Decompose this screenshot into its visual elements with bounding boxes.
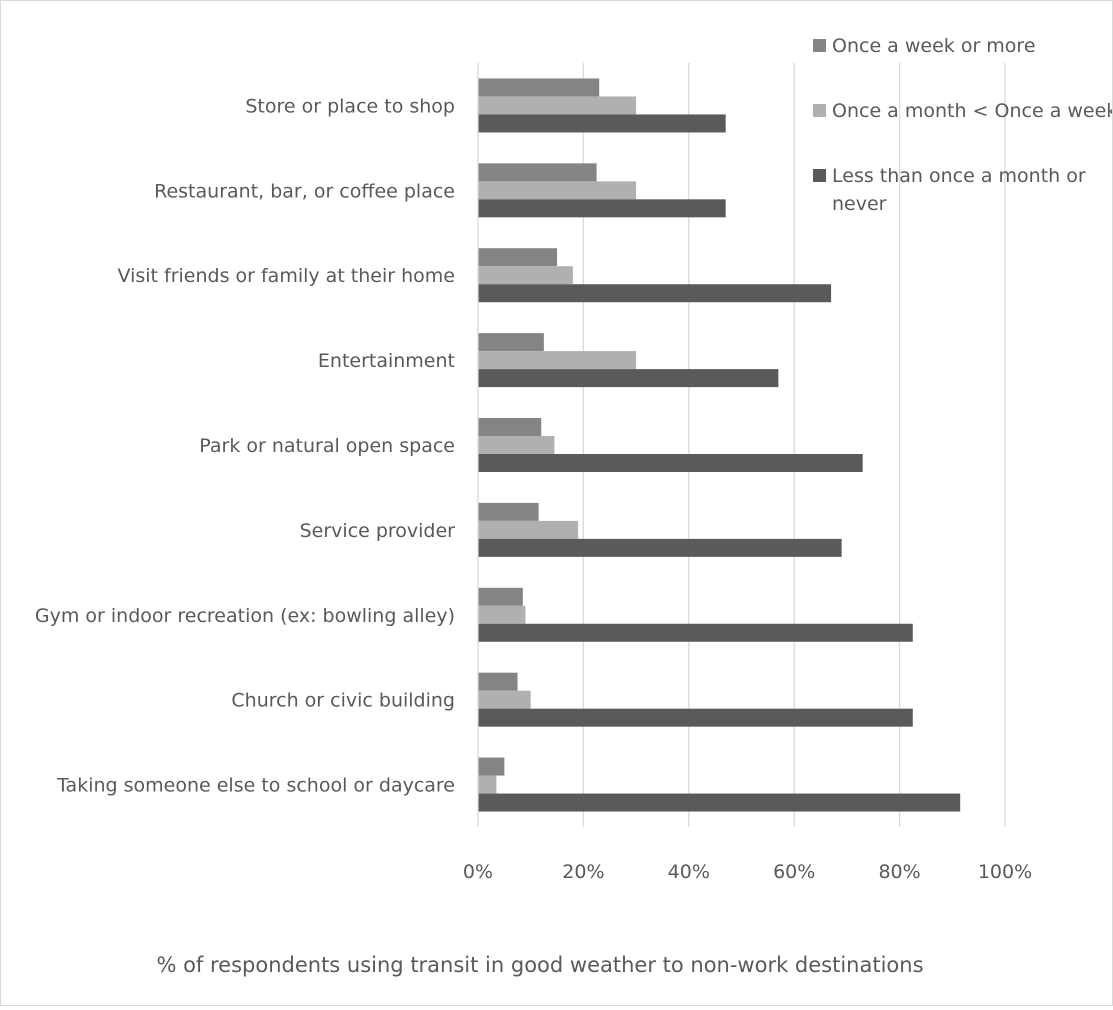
bar xyxy=(478,775,497,794)
legend-label: Once a week or more xyxy=(832,35,1036,57)
x-tick-label: 40% xyxy=(668,861,710,883)
bar xyxy=(478,181,637,200)
x-tick-label: 80% xyxy=(878,861,920,883)
bar xyxy=(478,672,518,691)
legend-label: Once a month < Once a week xyxy=(832,100,1112,122)
x-tick-labels: 0% 20% 40% 60% 80% 100% xyxy=(463,861,1032,883)
bar xyxy=(478,369,779,388)
gridlines xyxy=(582,63,1006,827)
category-label: Park or natural open space xyxy=(199,435,455,457)
category-labels: Store or place to shop Restaurant, bar, o… xyxy=(35,95,455,796)
bar xyxy=(478,266,573,285)
legend-swatch xyxy=(813,104,826,117)
bars xyxy=(478,78,961,812)
bar xyxy=(478,587,523,606)
x-tick-label: 100% xyxy=(978,861,1032,883)
bar xyxy=(478,690,531,709)
x-tick-label: 0% xyxy=(463,861,493,883)
bar xyxy=(478,793,961,812)
bar xyxy=(478,163,597,182)
category-label: Entertainment xyxy=(318,350,455,372)
category-label: Gym or indoor recreation (ex: bowling al… xyxy=(35,605,455,627)
legend-label: never xyxy=(832,193,887,215)
category-label: Service provider xyxy=(300,520,456,542)
bar xyxy=(478,248,558,267)
category-label: Taking someone else to school or daycare xyxy=(56,775,455,797)
bar xyxy=(478,436,555,454)
bar xyxy=(478,708,913,727)
bar xyxy=(478,605,526,624)
bar xyxy=(478,114,726,133)
x-tick-label: 60% xyxy=(773,861,815,883)
bar xyxy=(478,284,832,303)
bar xyxy=(478,502,539,521)
bar xyxy=(478,418,542,436)
bar xyxy=(478,333,544,352)
bar xyxy=(478,454,863,472)
bar xyxy=(478,538,842,557)
bar xyxy=(478,78,600,97)
category-label: Visit friends or family at their home xyxy=(117,265,455,287)
x-axis-title: % of respondents using transit in good w… xyxy=(156,953,923,977)
legend: Once a week or more Once a month < Once a… xyxy=(813,35,1113,215)
bar xyxy=(478,351,637,370)
legend-swatch xyxy=(813,39,826,52)
bar xyxy=(478,520,579,539)
category-label: Store or place to shop xyxy=(245,95,455,117)
legend-swatch xyxy=(813,169,826,182)
category-label: Restaurant, bar, or coffee place xyxy=(154,180,455,202)
x-tick-label: 20% xyxy=(562,861,604,883)
bar xyxy=(478,96,637,115)
bar xyxy=(478,623,913,642)
bar xyxy=(478,757,505,776)
bar xyxy=(478,199,726,218)
category-label: Church or civic building xyxy=(231,690,455,712)
legend-label: Less than once a month or xyxy=(832,165,1086,187)
